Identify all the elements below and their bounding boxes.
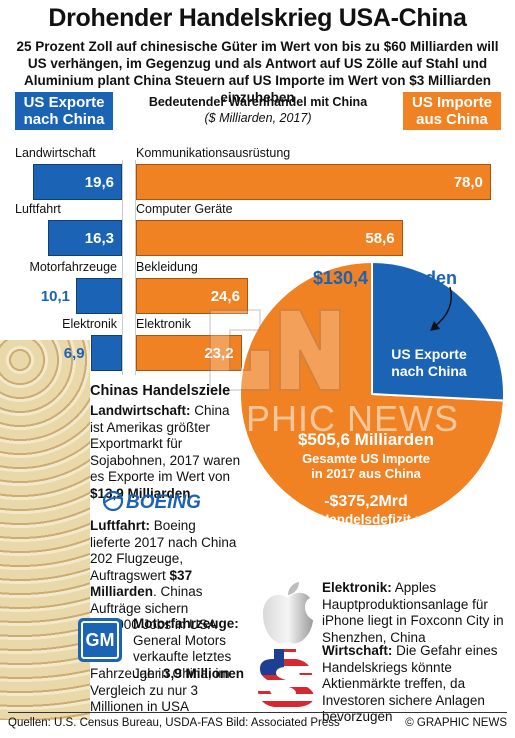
chart-title: Bedeutender Warenhandel mit China [148, 95, 368, 109]
chart-heading: Bedeutender Warenhandel mit China ($ Mil… [120, 94, 396, 126]
goal-aviation-value: $37 Milliarden [90, 567, 193, 600]
goal-economy: Wirtschaft: Die Gefahr eines Handelskrie… [322, 643, 508, 726]
import-bar [136, 164, 491, 200]
export-category-label: Landwirtschaft [15, 146, 96, 160]
goal-electronics: Elektronik: Apples Hauptproduktionsanlag… [322, 580, 508, 646]
export-bar [32, 164, 122, 200]
import-bar [136, 220, 403, 256]
boeing-logo: BOEING [102, 490, 201, 512]
export-category-label: Elektronik [62, 317, 117, 331]
soybean-photo [0, 340, 90, 720]
pie-slice-exports [371, 260, 505, 402]
export-category-label: Motorfahrzeuge [29, 260, 117, 274]
goal-aviation-heading: Luftfahrt: [90, 518, 150, 533]
chart-axis-left [122, 160, 123, 375]
goal-economy-heading: Wirtschaft: [322, 643, 393, 658]
import-category-label: Computer Geräte [136, 202, 233, 216]
goals-title: Chinas Handelsziele [90, 383, 231, 399]
import-bar [136, 335, 242, 371]
chart-axis-right [135, 160, 136, 375]
gm-logo-text: GM [81, 621, 119, 659]
export-value-label: 19,6 [84, 174, 114, 191]
goal-aviation-text: Boeing lieferte 2017 nach China 202 Flug… [90, 518, 237, 583]
footer-sources: Quellen: U.S. Census Bureau, USDA-FAS Bi… [8, 717, 340, 729]
goal-motor: Motorfahrzeuge: General Motors verkaufte… [133, 616, 251, 682]
pie-chart [239, 260, 505, 527]
boeing-logo-text: BOEING [126, 492, 201, 512]
page-title: Drohender Handelskrieg USA-China [48, 4, 467, 32]
goal-motor-text: General Motors verkaufte letztes Jahr [133, 632, 232, 681]
export-value-label: 10,1 [40, 288, 71, 305]
pie-exports-value: $130,4 Milliarden [312, 268, 458, 288]
pie-total-label: Gesamte US Importe in 2017 aus China [302, 451, 430, 481]
footer-credit: © GRAPHIC NEWS [405, 717, 507, 729]
chart-unit: ($ Milliarden, 2017) [204, 111, 312, 125]
export-category-label: Luftfahrt [15, 202, 61, 216]
pie-exports-label: US Exporte nach China [391, 346, 467, 379]
export-value-label: 16,3 [84, 230, 114, 247]
goal-electronics-text: Apples Hauptproduktionsanlage für iPhone… [322, 580, 504, 645]
goal-electronics-heading: Elektronik: [322, 580, 392, 595]
watermark-text: GRAPHIC NEWS [165, 398, 460, 439]
import-category-label: Bekleidung [136, 260, 198, 274]
goal-agriculture-text: China ist Amerikas größter Exportmarkt f… [90, 403, 241, 484]
pie-total-value: $505,6 Milliarden [297, 430, 435, 449]
import-value-label: 58,6 [365, 230, 395, 247]
export-value-label: 6,9 [63, 345, 85, 362]
apple-icon [262, 582, 313, 644]
import-category-label: Elektronik [136, 317, 191, 331]
legend-imports: US Importe aus China [403, 92, 501, 130]
import-category-label: Kommunikationsausrüstung [136, 146, 291, 160]
export-bar [90, 335, 122, 371]
dollar-flag-icon [258, 649, 314, 707]
goal-motor-continued: Fahrzeuge in China, im Vergleich zu nur … [90, 666, 230, 714]
goal-motor-heading: Motorfahrzeuge: [133, 616, 239, 631]
legend-exports: US Exporte nach China [15, 92, 113, 130]
export-bar [76, 278, 122, 314]
export-bar [47, 220, 122, 256]
page-subtitle: 25 Prozent Zoll auf chinesische Güter im… [16, 39, 499, 105]
pie-deficit-value: -$375,2Mrd [324, 493, 408, 510]
pie-deficit-label: US Handelsdefizit mit China [296, 512, 436, 543]
watermark [209, 309, 341, 391]
import-bar [136, 278, 248, 314]
import-value-label: 23,2 [136, 345, 233, 362]
goal-agriculture-heading: Landwirtschaft: [90, 403, 191, 418]
gm-logo: GM [78, 618, 122, 662]
goal-agriculture: Landwirtschaft: China ist Amerikas größt… [90, 403, 242, 502]
pie-pointer-arrow [430, 286, 452, 331]
import-value-label: 78,0 [453, 174, 483, 191]
goal-motor-value: 3,9 Millionen [163, 665, 245, 681]
footer-divider [8, 712, 507, 713]
import-value-label: 24,6 [210, 288, 240, 305]
